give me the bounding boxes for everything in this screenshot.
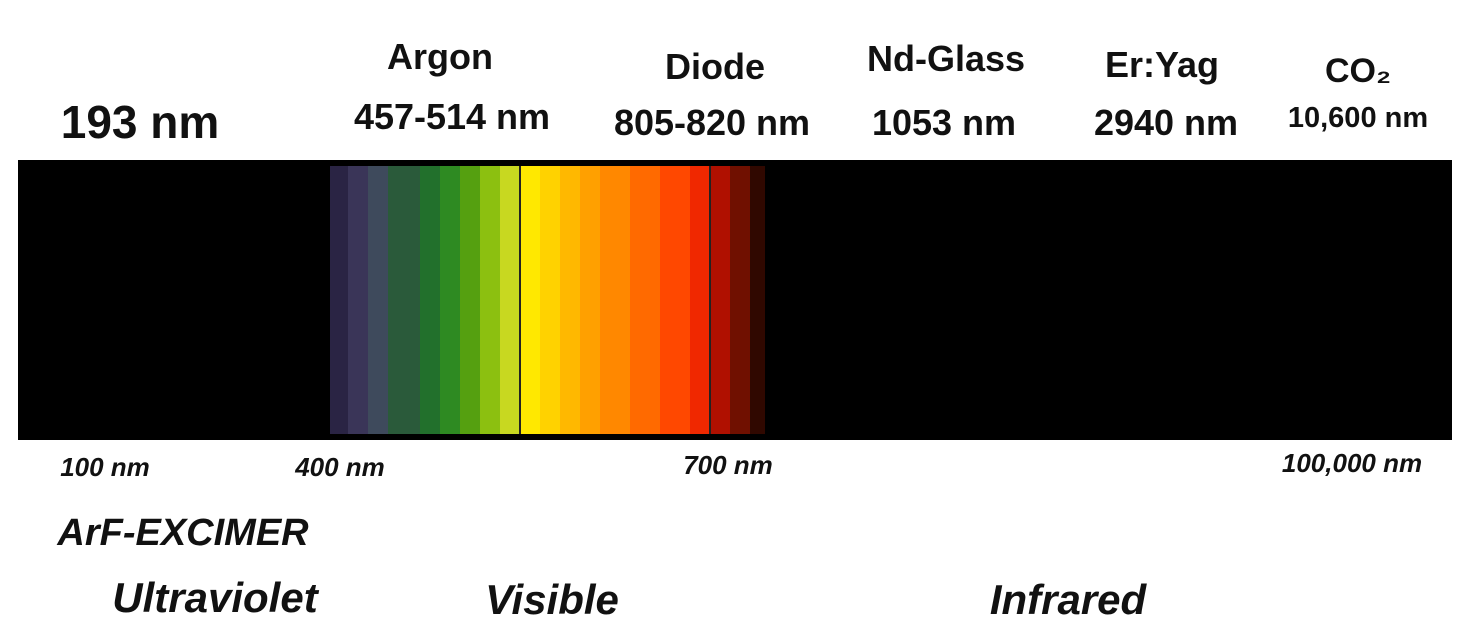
scale-label: 400 nm [295,452,385,482]
laser-wavelength: 805-820 nm [613,102,811,143]
region-label: Infrared [989,576,1147,623]
scale-label: 100 nm [60,452,150,482]
laser-wavelength: 457-514 nm [353,96,551,137]
laser-name: Nd-Glass [866,38,1026,79]
scale-label: 100,000 nm [1281,448,1423,478]
separator [519,166,521,434]
laser-wavelength: 1053 nm [871,102,1017,143]
scale-label: 700 nm [683,450,773,480]
region-label: Ultraviolet [112,574,318,621]
laser-wavelength: 2940 nm [1093,102,1239,143]
laser-label: 193 nm [60,96,220,148]
laser-name: Argon [387,36,493,77]
laser-name: Diode [664,46,766,87]
laser-wavelength: 10,600 nm [1287,102,1429,134]
visible-spectrum [330,166,765,434]
region-label: Visible [485,576,619,623]
separator [709,166,711,434]
excimer-label: ArF-EXCIMER [57,512,309,554]
laser-name: CO₂ [1324,52,1392,90]
laser-name: Er:Yag [1104,44,1220,85]
